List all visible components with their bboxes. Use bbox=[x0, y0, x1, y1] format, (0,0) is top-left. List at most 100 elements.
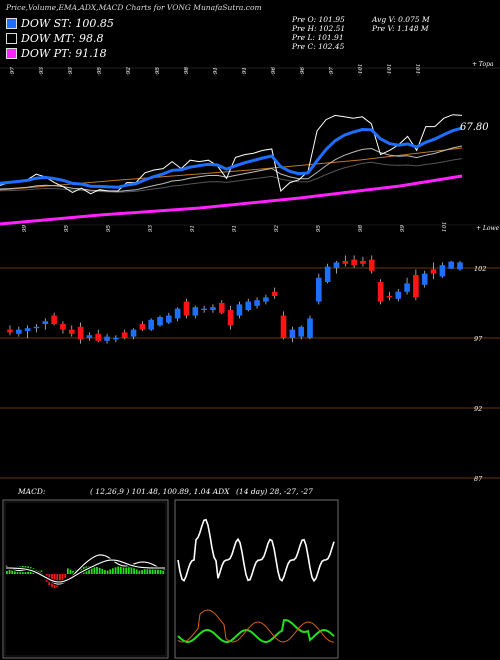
ema-bottom-tag: 98 bbox=[358, 225, 364, 232]
adx-values: (14 day) 28, -27, -27 bbox=[236, 487, 313, 496]
macd-bar bbox=[122, 566, 125, 574]
legend-dow-pt: DOW PT: 91.18 bbox=[6, 46, 107, 60]
ema-value-label: 67.80 bbox=[460, 122, 489, 133]
macd-bar bbox=[125, 566, 128, 574]
ema-top-tag: 96 bbox=[271, 67, 277, 74]
ema-top-tag: 93 bbox=[68, 67, 74, 74]
candle-body bbox=[360, 261, 366, 264]
macd-bar bbox=[8, 569, 11, 574]
macd-bar bbox=[151, 566, 154, 574]
candle-body bbox=[368, 259, 375, 271]
candle-body bbox=[351, 259, 357, 266]
candle-body bbox=[139, 324, 146, 330]
price-top-right-label: + Lowe bbox=[476, 225, 500, 232]
macd-bar bbox=[90, 566, 93, 574]
candle-body bbox=[174, 308, 181, 319]
stat-pre-open: Pre O: 101.95 bbox=[292, 15, 345, 24]
ema-bottom-tag: 95 bbox=[106, 225, 112, 232]
ema-top-right-label: + Topa bbox=[472, 61, 494, 68]
candle-body bbox=[413, 275, 419, 298]
price-level-label: 97 bbox=[474, 335, 483, 343]
candle-body bbox=[157, 317, 163, 326]
candle-body bbox=[324, 266, 331, 282]
candle-body bbox=[201, 308, 207, 310]
ema-top-tag: 95 bbox=[97, 67, 103, 74]
macd-bar bbox=[109, 569, 112, 574]
macd-bar bbox=[93, 566, 96, 574]
macd-bar bbox=[135, 569, 138, 574]
candle-body bbox=[307, 318, 313, 338]
macd-values: ( 12,26,9 ) 101.48, 100.89, 1.04 ADX bbox=[90, 487, 230, 496]
macd-bar bbox=[72, 570, 75, 574]
ema-bottom-tag: 92 bbox=[274, 225, 280, 232]
page-title: Price,Volume,EMA,ADX,MACD Charts for VON… bbox=[6, 3, 262, 12]
ema-panel bbox=[0, 67, 500, 226]
ema-top-tag: 91 bbox=[242, 67, 248, 74]
macd-label: MACD: bbox=[17, 487, 46, 496]
ema-bottom-tag: 95 bbox=[64, 225, 70, 232]
candle-body bbox=[245, 301, 252, 310]
candle-body bbox=[121, 332, 128, 338]
ema-top-tag: 98 bbox=[184, 67, 190, 74]
ema-bottom-tags: 99 95 95 93 91 91 92 95 98 99 101 bbox=[22, 222, 448, 233]
macd-bar bbox=[6, 571, 8, 574]
macd-bar bbox=[141, 570, 143, 574]
ema-bottom-tag: 93 bbox=[148, 225, 154, 232]
ema-bottom-tag: 99 bbox=[400, 225, 406, 232]
candle-body bbox=[104, 336, 110, 341]
legend-swatch bbox=[6, 17, 17, 29]
candle-body bbox=[42, 321, 49, 324]
macd-bar bbox=[159, 566, 162, 574]
candle-body bbox=[386, 296, 393, 298]
candle-body bbox=[130, 329, 137, 337]
macd-bar bbox=[133, 568, 135, 574]
candle-body bbox=[166, 315, 172, 323]
macd-bar bbox=[143, 568, 146, 574]
ema-top-tag: 92 bbox=[126, 67, 132, 74]
candle-body bbox=[377, 282, 384, 302]
ema-top-tag: 101 bbox=[358, 64, 364, 75]
ema-top-tag: 101 bbox=[416, 64, 422, 75]
candle-body bbox=[7, 329, 13, 333]
candle-body bbox=[192, 307, 199, 316]
candle-body bbox=[316, 277, 322, 302]
stat-pre-high: Pre H: 102.51 bbox=[292, 24, 346, 33]
ema-top-tag: 97 bbox=[10, 67, 16, 74]
macd-bar bbox=[11, 568, 14, 574]
candle-body bbox=[218, 303, 225, 313]
ema-top-tag: 95 bbox=[155, 67, 161, 74]
macd-bar bbox=[112, 568, 114, 574]
stat-avg-volume: Avg V: 0.075 M bbox=[372, 15, 430, 24]
ema-magenta-line bbox=[0, 174, 463, 226]
stat-pre-low: Pre L: 101.91 bbox=[292, 33, 344, 42]
candle-body bbox=[16, 329, 22, 334]
candle-body bbox=[77, 326, 84, 340]
stat-pre-volume: Pre V: 1.148 M bbox=[372, 24, 429, 33]
price-levels: 102 97 92 87 bbox=[0, 265, 500, 483]
price-level-label: 87 bbox=[474, 475, 483, 483]
macd-bar bbox=[130, 567, 133, 574]
macd-bar bbox=[154, 566, 157, 574]
ema-top-tags: 97 93 93 95 92 95 98 91 91 96 96 97 101 101 101 bbox=[10, 64, 422, 76]
macd-bar bbox=[146, 567, 149, 574]
ema-bottom-tag: 91 bbox=[232, 225, 238, 232]
candle-body bbox=[430, 269, 437, 274]
adx-line bbox=[177, 518, 335, 583]
candle-body bbox=[33, 326, 40, 329]
macd-bar bbox=[69, 569, 72, 574]
macd-bar bbox=[61, 574, 64, 582]
macd-bar bbox=[101, 568, 104, 574]
candle-body bbox=[263, 297, 269, 302]
macd-bar bbox=[127, 566, 130, 574]
candle-body bbox=[68, 329, 75, 334]
ema-top-tag: 93 bbox=[39, 67, 45, 74]
candle-body bbox=[51, 315, 57, 324]
candle-body bbox=[457, 262, 463, 270]
price-level-label: 92 bbox=[474, 405, 482, 413]
candle-body bbox=[448, 261, 454, 269]
candle-body bbox=[227, 310, 234, 326]
candle-body bbox=[24, 328, 31, 331]
macd-bar bbox=[117, 566, 120, 574]
candle-body bbox=[289, 329, 296, 338]
ema-bottom-tag: 99 bbox=[22, 225, 28, 232]
